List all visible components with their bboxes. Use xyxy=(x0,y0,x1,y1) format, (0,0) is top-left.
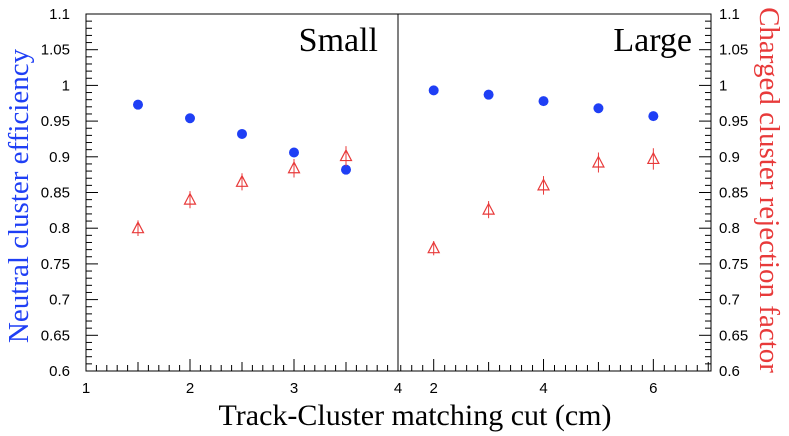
charged-point xyxy=(646,151,660,165)
neutral-point xyxy=(483,89,494,100)
neutral-point xyxy=(133,99,143,110)
neutral-point xyxy=(428,85,439,96)
y-axis-title-right: Charged cluster rejection factor xyxy=(753,7,785,373)
panel-title-small: Small xyxy=(299,22,378,59)
panel-title-large: Large xyxy=(613,22,692,59)
y-tick-label-right: 0.9 xyxy=(719,149,740,166)
x-tick-label: 4 xyxy=(394,380,402,397)
y-tick-label-right: 0.65 xyxy=(719,327,748,344)
x-tick-label: 4 xyxy=(539,380,547,397)
axes: 0.6 0.6 0.65 0.65 0.7 0.7 0.75 0.75 0.8 0.8 0.85 0.… xyxy=(41,6,748,397)
y-tick-label-left: 0.6 xyxy=(49,363,70,380)
x-tick-label: 1 xyxy=(82,380,90,397)
neutral-point xyxy=(593,103,604,114)
y-tick-label-right: 1.05 xyxy=(719,42,748,59)
y-tick-label-left: 0.65 xyxy=(41,327,70,344)
y-tick-label-right: 0.8 xyxy=(719,220,740,237)
charged-point xyxy=(339,148,353,162)
neutral-point xyxy=(237,128,247,139)
x-tick-label: 2 xyxy=(186,380,194,397)
y-tick-label-left: 0.85 xyxy=(41,185,70,202)
charged-point xyxy=(427,240,441,254)
neutral-point xyxy=(538,96,549,107)
y-tick-label-right: 0.7 xyxy=(719,292,740,309)
y-tick-label-left: 0.8 xyxy=(49,220,70,237)
y-tick-label-right: 1.1 xyxy=(719,6,740,23)
neutral-point xyxy=(185,113,195,124)
y-tick-label-right: 0.75 xyxy=(719,256,748,273)
neutral-point xyxy=(341,164,351,175)
x-tick-label: 6 xyxy=(649,380,657,397)
y-tick-label-right: 0.95 xyxy=(719,113,748,130)
y-tick-label-left: 0.7 xyxy=(49,292,70,309)
panel-frame-1 xyxy=(85,13,399,372)
charged-point xyxy=(537,178,551,191)
plot-frame xyxy=(85,13,712,372)
x-tick-label: 2 xyxy=(430,380,438,397)
charged-point xyxy=(591,155,605,168)
y-tick-label-left: 1.05 xyxy=(41,42,70,59)
x-axis-title: Track-Cluster matching cut (cm) xyxy=(219,399,612,432)
y-tick-label-left: 0.9 xyxy=(49,149,70,166)
y-tick-label-left: 0.95 xyxy=(41,113,70,130)
y-tick-label-left: 1.1 xyxy=(49,6,70,23)
y-tick-label-left: 1 xyxy=(62,77,70,94)
data-points xyxy=(131,85,660,256)
y-tick-label-right: 1 xyxy=(719,77,727,94)
y-tick-label-left: 0.75 xyxy=(41,256,70,273)
y-tick-label-right: 0.85 xyxy=(719,185,748,202)
charged-point xyxy=(131,220,145,234)
x-tick-label: 3 xyxy=(290,380,298,397)
neutral-point xyxy=(648,111,659,122)
charged-point xyxy=(183,192,197,205)
panel-frame-2 xyxy=(397,13,712,372)
neutral-point xyxy=(289,147,299,158)
y-tick-label-right: 0.6 xyxy=(719,363,740,380)
charged-point xyxy=(482,202,496,215)
charged-point xyxy=(287,160,301,174)
charged-point xyxy=(235,174,249,187)
y-axis-title-left: Neutral cluster efficiency xyxy=(3,48,35,343)
